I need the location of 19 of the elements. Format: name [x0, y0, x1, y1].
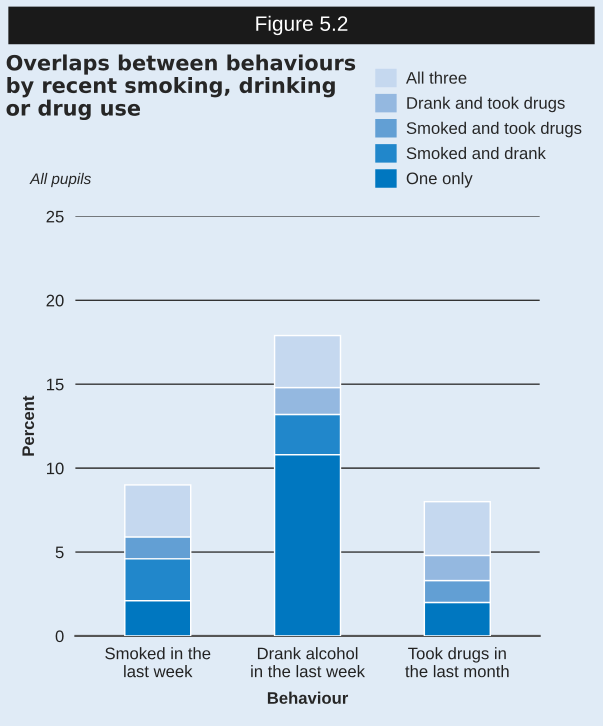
legend-label: Smoked and drank	[406, 146, 546, 160]
x-axis-title: Behaviour	[268, 692, 348, 704]
chart-title: Overlaps between behaviours by recent smoking, drinking or drug use	[6, 54, 356, 120]
y-tick-label: 0	[56, 630, 64, 642]
chart-subtitle: All pupils	[29, 172, 91, 188]
x-tick-label: Drank alcohol in the last week	[251, 647, 365, 678]
caption: Figure 5.2	[256, 16, 348, 36]
y-tick-label: 10	[47, 462, 64, 474]
y-tick-label: 15	[47, 378, 64, 390]
y-tick-label: 25	[46, 210, 64, 223]
legend-label: All three	[406, 72, 466, 84]
y-tick-label: 20	[46, 294, 64, 306]
y-tick-label: 5	[56, 546, 64, 558]
y-axis-title: Percent	[22, 396, 34, 456]
x-tick-label: Smoked in the last week	[105, 647, 210, 678]
legend-label: Drank and took drugs	[407, 96, 565, 112]
x-tick-label: Took drugs in the last month	[405, 647, 509, 678]
legend-label: Smoked and took drugs	[406, 122, 582, 138]
legend-label: One only	[406, 172, 473, 188]
